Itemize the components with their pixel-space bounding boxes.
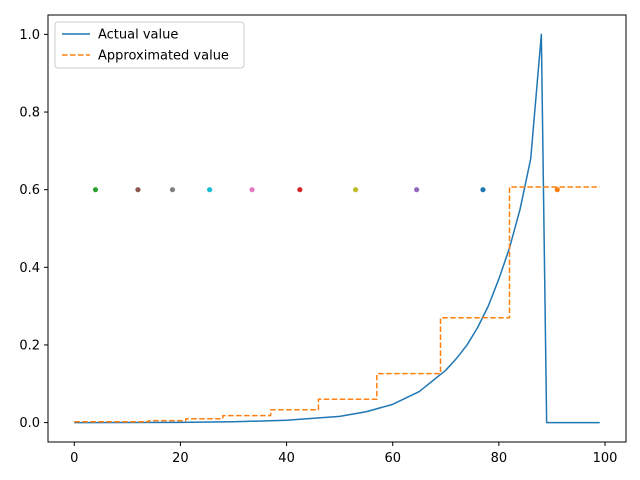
axis-ticks: 0 20 40 60 80 100 0.0 0.2 0.4 0.6 0.8 1.0 (19, 28, 617, 466)
axes-frame (47, 14, 627, 443)
scatter-point-0 (92, 187, 99, 193)
scatter-point-3 (207, 187, 213, 193)
legend-box (54, 21, 245, 69)
y-tick-label: 0.2 (19, 338, 40, 353)
x-tick-label: 40 (278, 451, 295, 466)
legend-label-actual: Actual value (98, 28, 178, 43)
x-tick-label: 60 (384, 451, 401, 466)
y-tick-label: 0.6 (19, 183, 40, 198)
y-tick-label: 0.4 (19, 261, 40, 276)
series-line-1 (74, 186, 600, 423)
legend-label-approximated: Approximated value (98, 49, 229, 64)
scatter-point-8 (480, 187, 486, 193)
scatter-point-4 (249, 187, 255, 193)
y-tick-label: 0.0 (19, 416, 40, 431)
x-tick-label: 0 (70, 451, 78, 466)
x-tick-label: 100 (593, 451, 618, 466)
x-tick-label: 20 (172, 451, 189, 466)
scatter-point-2 (169, 187, 176, 193)
plot-area (74, 33, 600, 424)
legend: Actual value Approximated value (54, 21, 245, 69)
y-tick-label: 0.8 (19, 106, 40, 121)
scatter-point-6 (352, 187, 359, 193)
scatter-point-7 (414, 187, 420, 193)
scatter-point-5 (297, 187, 303, 193)
scatter-point-1 (135, 187, 141, 193)
y-tick-label: 1.0 (19, 28, 40, 43)
x-tick-label: 80 (491, 451, 508, 466)
scatter-point-9 (554, 187, 560, 193)
series-line-0 (74, 33, 600, 424)
